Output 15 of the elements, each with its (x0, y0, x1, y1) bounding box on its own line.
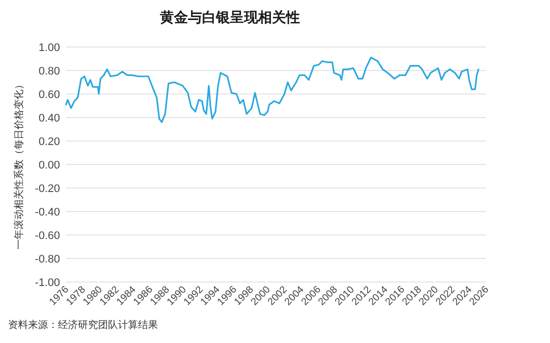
y-tick-label: 0.40 (38, 112, 60, 124)
y-tick-label: -0.80 (34, 254, 60, 266)
chart-title: 黄金与白银呈现相关性 (159, 9, 300, 26)
y-tick-label: 0.00 (38, 160, 60, 172)
y-tick-label: 0.60 (38, 89, 60, 101)
y-tick-label: 0.80 (38, 66, 60, 78)
y-tick-label: -0.20 (34, 183, 60, 195)
y-tick-label: 0.20 (38, 136, 60, 148)
y-tick-label: -1.00 (34, 277, 60, 289)
y-axis-title: 一年滚动相关性系数（每日价格变化） (13, 80, 25, 250)
line-series (65, 56, 480, 123)
y-tick-label: -0.60 (34, 230, 60, 242)
y-tick-label: 1.00 (38, 42, 60, 54)
text: 资料来源：经济研究团队计算结果 (8, 319, 158, 331)
y-tick-label: -0.40 (34, 206, 60, 218)
